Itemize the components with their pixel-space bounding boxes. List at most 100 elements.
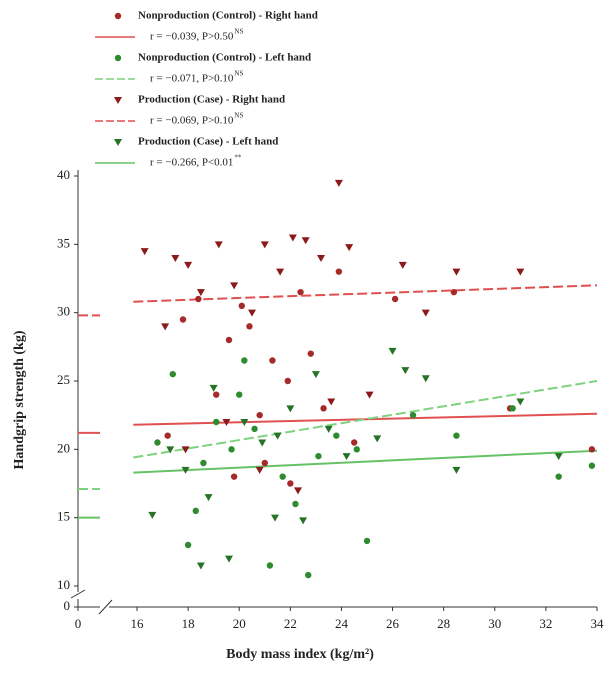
x-tick-label: 22 — [284, 616, 297, 631]
point — [327, 398, 336, 406]
point — [241, 357, 248, 364]
point — [169, 370, 176, 378]
x-tick-label: 28 — [437, 616, 450, 631]
point — [315, 452, 322, 460]
point — [388, 347, 397, 355]
point — [287, 480, 294, 487]
point — [450, 288, 458, 296]
legend-sup: NS — [234, 28, 243, 36]
point — [161, 323, 170, 331]
point — [421, 309, 430, 317]
point — [286, 405, 295, 413]
point — [204, 494, 213, 502]
point — [453, 432, 460, 439]
point — [240, 419, 249, 426]
point — [181, 466, 190, 474]
legend-marker — [114, 12, 122, 20]
point — [148, 511, 157, 519]
legend-label: r = −0.069, P>0.10 — [150, 115, 234, 127]
legend-marker — [114, 139, 122, 146]
point — [171, 255, 180, 262]
point — [246, 323, 253, 330]
point — [307, 350, 314, 357]
fit-line — [133, 412, 598, 426]
legend-label: Production (Case) - Left hand — [138, 136, 278, 148]
y-tick-label: 30 — [57, 304, 70, 319]
point — [200, 459, 207, 467]
point — [299, 517, 308, 525]
legend-sup: NS — [234, 112, 243, 120]
legend-label: r = −0.266, P<0.01 — [150, 157, 233, 169]
point — [345, 244, 354, 252]
point — [276, 268, 285, 276]
point — [181, 446, 190, 454]
point — [373, 435, 382, 443]
x-tick-label: 34 — [591, 616, 604, 631]
point — [260, 241, 269, 249]
y-tick-label: 35 — [57, 235, 70, 250]
point — [140, 248, 149, 256]
x-tick-label: 18 — [182, 616, 195, 631]
legend-marker — [114, 54, 122, 62]
point — [334, 179, 343, 187]
point — [269, 357, 276, 364]
point — [214, 241, 223, 249]
point — [209, 384, 218, 392]
point — [222, 419, 231, 426]
x-tick-label: 0 — [75, 616, 82, 631]
point — [452, 268, 461, 276]
legend-label: Nonproduction (Control) - Left hand — [138, 52, 311, 64]
point — [179, 316, 187, 323]
point — [516, 398, 525, 406]
point — [228, 446, 235, 453]
point — [288, 234, 297, 242]
point — [401, 367, 410, 375]
point — [184, 261, 193, 269]
point — [184, 541, 192, 549]
point — [452, 466, 461, 474]
y-tick-label: 10 — [57, 577, 70, 592]
point — [238, 302, 245, 310]
point — [192, 507, 199, 515]
point — [324, 425, 333, 433]
legend-label: Production (Case) - Right hand — [138, 94, 285, 106]
fit-line — [133, 380, 598, 459]
point — [342, 453, 351, 461]
y-tick-label: 25 — [57, 372, 70, 387]
y-break-gap — [72, 592, 84, 599]
y-tick-label: 0 — [64, 598, 71, 613]
point — [311, 371, 320, 379]
fit-line — [133, 449, 598, 474]
y-tick-label: 40 — [57, 167, 70, 182]
point — [213, 418, 220, 426]
point — [213, 391, 220, 398]
point — [230, 473, 238, 480]
point — [261, 459, 268, 467]
point — [301, 237, 310, 245]
axis-breaks — [70, 589, 113, 615]
point — [333, 432, 340, 439]
point — [292, 500, 299, 508]
point — [279, 473, 286, 480]
point — [588, 462, 596, 469]
point — [225, 555, 233, 563]
point — [225, 336, 233, 344]
legend-sup: NS — [234, 70, 243, 78]
point — [363, 537, 371, 545]
point — [398, 261, 407, 269]
x-tick-label: 24 — [335, 616, 349, 631]
point — [256, 411, 263, 419]
point — [409, 411, 417, 419]
point — [154, 439, 161, 446]
point — [236, 391, 243, 398]
legend-label: r = −0.071, P>0.10 — [150, 73, 234, 85]
point — [555, 473, 562, 480]
x-tick-label: 32 — [539, 616, 552, 631]
point — [421, 375, 430, 383]
legend-marker — [114, 97, 122, 104]
point — [365, 391, 374, 399]
x-tick-label: 20 — [233, 616, 246, 631]
point — [554, 453, 563, 461]
